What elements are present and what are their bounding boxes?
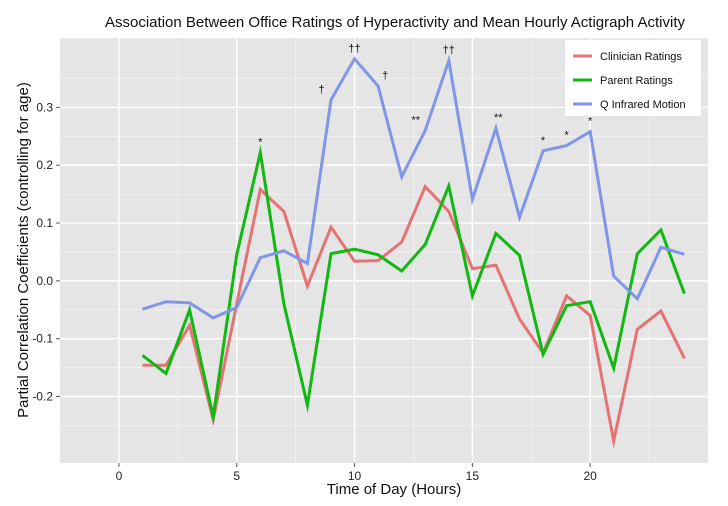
significance-marker: † (382, 70, 388, 82)
significance-marker: * (541, 135, 546, 147)
significance-marker: †† (443, 45, 455, 57)
y-tick-label: -0.1 (32, 332, 53, 346)
data-series (141, 54, 686, 449)
significance-marker: * (258, 136, 263, 148)
y-tick-label: 0.1 (36, 216, 53, 230)
series-line-q-infrared-motion (142, 54, 685, 320)
y-tick-label: 0.3 (36, 100, 53, 114)
chart-title: Association Between Office Ratings of Hy… (105, 14, 685, 31)
significance-marker: ** (412, 115, 421, 127)
y-tick-label: 0.2 (36, 158, 53, 172)
significance-marker: ** (494, 112, 503, 124)
y-tick-label: -0.2 (32, 390, 53, 404)
x-tick-label: 15 (466, 469, 480, 483)
x-axis-label: Time of Day (Hours) (327, 481, 461, 498)
significance-marker: †† (348, 43, 360, 55)
significance-annotations: *††††**††*** ** (258, 43, 593, 149)
y-tick-label: 0.0 (36, 274, 53, 288)
legend-label-clinician: Clinician Ratings (600, 51, 682, 63)
x-tick-label: 20 (584, 469, 598, 483)
x-tick-label: 0 (116, 469, 123, 483)
axis-ticks: 0 5 10 15 20 -0.2 -0.1 0.0 0.1 0.2 0.3 (32, 100, 597, 483)
significance-marker: † (318, 84, 324, 96)
legend-label-motion: Q Infrared Motion (600, 99, 686, 111)
y-axis-label: Partial Correlation Coefficients (contro… (15, 82, 32, 418)
significance-marker: * (564, 130, 569, 142)
significance-marker: * (588, 116, 593, 128)
x-tick-label: 5 (233, 469, 240, 483)
x-tick-label: 10 (348, 469, 362, 483)
series-line-clinician-ratings (142, 183, 686, 449)
legend-label-parent: Parent Ratings (600, 75, 673, 87)
series-line-parent-ratings (141, 144, 686, 426)
legend: Clinician Ratings Parent Ratings Q Infra… (565, 40, 701, 116)
